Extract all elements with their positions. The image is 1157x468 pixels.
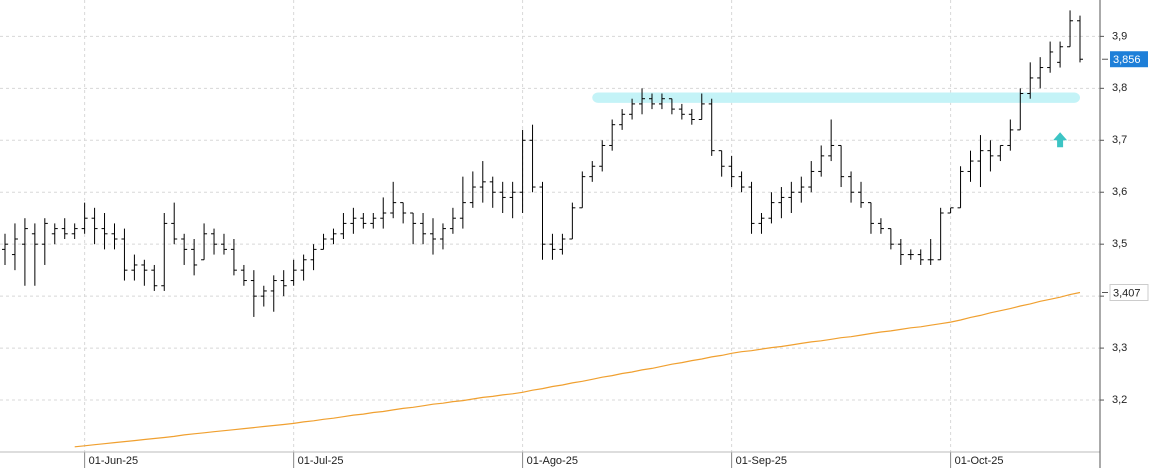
- y-tick-label: 3,7: [1112, 134, 1127, 146]
- y-tick-label: 3,9: [1112, 30, 1127, 42]
- price-tag: [1110, 51, 1148, 68]
- x-tick-label: 01-Jul-25: [298, 455, 344, 467]
- signal-arrow: [1053, 132, 1068, 148]
- x-tick-label: 01-Ago-25: [527, 455, 578, 467]
- y-tick-label: 3,8: [1112, 82, 1127, 94]
- x-tick-label: 01-Oct-25: [955, 455, 1004, 467]
- x-tick-label: 01-Sep-25: [736, 455, 787, 467]
- resistance-zone: [592, 92, 1080, 103]
- y-tick-label: 3,2: [1112, 394, 1127, 406]
- moving-average-line: [74, 291, 1081, 448]
- y-tick-label: 3,3: [1112, 342, 1127, 354]
- y-tick-label: 3,6: [1112, 186, 1127, 198]
- ma-tag: [1109, 284, 1149, 302]
- x-tick-label: 01-Jun-25: [89, 455, 139, 467]
- y-tick-label: 3,5: [1112, 238, 1127, 250]
- price-tag-label: 3,856: [1113, 54, 1141, 66]
- ma-tag-label: 3,407: [1113, 287, 1141, 299]
